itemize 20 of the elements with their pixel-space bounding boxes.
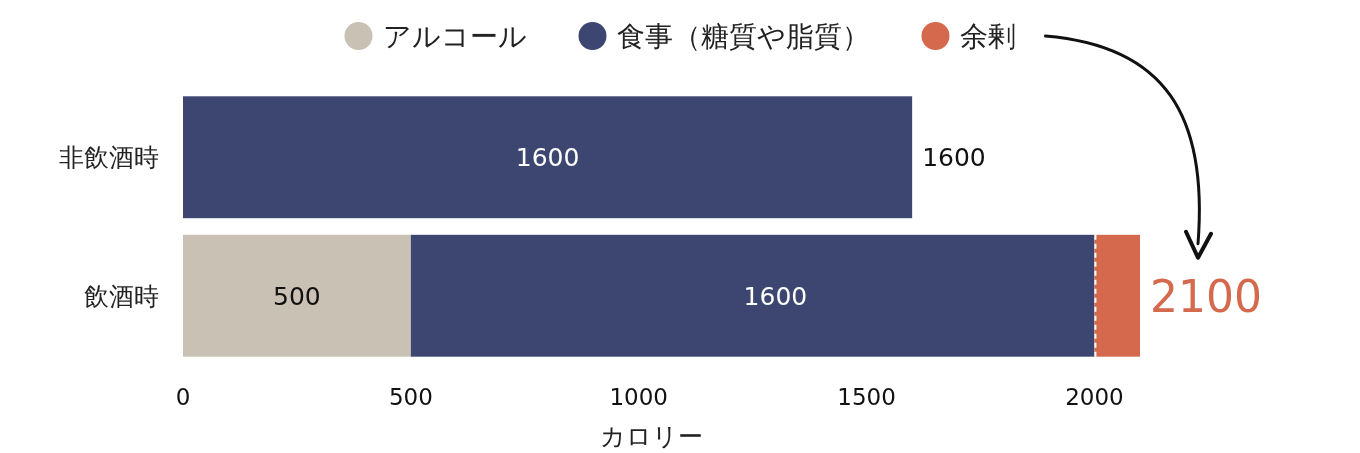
- legend-label: アルコール: [382, 20, 527, 53]
- data-label: 500: [273, 281, 321, 311]
- x-axis-title: カロリー: [600, 422, 703, 451]
- y-tick-label: 飲酒時: [84, 281, 159, 311]
- bar: [410, 234, 1095, 357]
- legend-label: 余剰: [959, 20, 1016, 53]
- x-tick-label: 1500: [837, 384, 896, 410]
- y-tick-label: 非飲酒時: [59, 143, 159, 173]
- data-label: 1600: [515, 143, 580, 173]
- bar: [1094, 234, 1140, 357]
- x-tick-label: 0: [175, 384, 191, 410]
- x-tick-label: 2000: [1065, 384, 1124, 410]
- x-tick-label: 500: [388, 384, 433, 410]
- total-label: 2100: [1150, 270, 1262, 322]
- x-tick-label: 1000: [609, 384, 668, 410]
- legend-label: 食事（糖質や脂質）: [616, 20, 870, 53]
- total-label: 1600: [922, 143, 986, 173]
- bar: [183, 96, 913, 219]
- bar: [183, 234, 411, 357]
- annotation: 1600: [743, 281, 808, 311]
